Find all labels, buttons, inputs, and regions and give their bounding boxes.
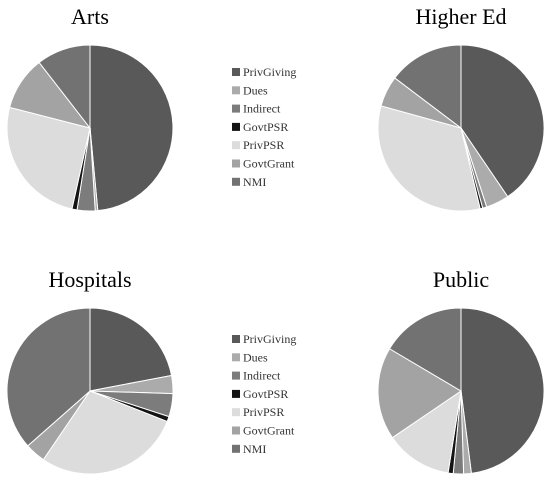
pie-slice-govtgrant <box>377 348 462 439</box>
legend-swatch-govtpsr <box>232 389 240 398</box>
legend-label-govtpsr: GovtPSR <box>243 120 288 134</box>
pie-chart-public: Public <box>377 267 545 475</box>
pie-slice-nmi <box>394 44 462 130</box>
legend-swatch-privgiving <box>232 335 240 343</box>
pie-slice-privgiving <box>89 44 174 212</box>
legend-swatch-dues <box>232 86 240 95</box>
pie-slice-nmi <box>388 307 462 392</box>
legend-label-privgiving: PrivGiving <box>243 65 296 79</box>
chart-title: Higher Ed <box>415 4 506 29</box>
legend-label-privpsr: PrivPSR <box>243 405 284 419</box>
legend-swatch-indirect <box>232 371 240 380</box>
legend-label-dues: Dues <box>243 83 268 97</box>
legend-label-govtgrant: GovtGrant <box>243 424 295 438</box>
pie-slice-nmi <box>38 44 91 130</box>
pie-chart-higher-ed: Higher Ed <box>377 4 545 212</box>
legend-swatch-nmi <box>232 444 240 453</box>
legend-swatch-govtgrant <box>232 159 240 168</box>
legend-swatch-govtgrant <box>232 426 240 435</box>
legend-swatch-privpsr <box>232 408 240 417</box>
pie-slice-privpsr <box>377 105 481 212</box>
legend-label-govtpsr: GovtPSR <box>243 387 288 401</box>
chart-title: Hospitals <box>48 267 131 292</box>
legend-label-govtgrant: GovtGrant <box>243 157 295 171</box>
chart-title: Public <box>433 267 489 292</box>
legend-swatch-indirect <box>232 104 240 113</box>
legend-label-nmi: NMI <box>243 175 266 189</box>
legend-label-nmi: NMI <box>243 442 266 456</box>
legend-top: PrivGiving Dues Indirect GovtPSR PrivPSR Govt… <box>232 65 296 189</box>
pie-slice-privgiving <box>89 307 173 392</box>
pie-slice-privgiving <box>460 44 545 198</box>
legend-label-privpsr: PrivPSR <box>243 138 284 152</box>
chart-title: Arts <box>71 4 109 29</box>
legend-swatch-dues <box>232 353 240 362</box>
legend-swatch-nmi <box>232 177 240 186</box>
pie-slice-privpsr <box>391 389 462 474</box>
pie-slice-privgiving <box>460 307 545 474</box>
legend-label-dues: Dues <box>243 350 268 364</box>
pie-chart-arts: Arts <box>6 4 174 212</box>
pie-slice-privpsr <box>42 390 168 475</box>
pie-chart-hospitals: Hospitals <box>6 267 174 475</box>
legend-label-privgiving: PrivGiving <box>243 332 296 346</box>
pie-slice-nmi <box>6 307 91 447</box>
legend-swatch-govtpsr <box>232 122 240 131</box>
legend-label-indirect: Indirect <box>243 102 281 116</box>
legend-swatch-privpsr <box>232 141 240 150</box>
legend-swatch-privgiving <box>232 68 240 76</box>
pie-slice-privpsr <box>6 106 91 210</box>
legend-label-indirect: Indirect <box>243 369 281 383</box>
legend-bottom: PrivGiving Dues Indirect GovtPSR PrivPSR Govt… <box>232 332 296 456</box>
